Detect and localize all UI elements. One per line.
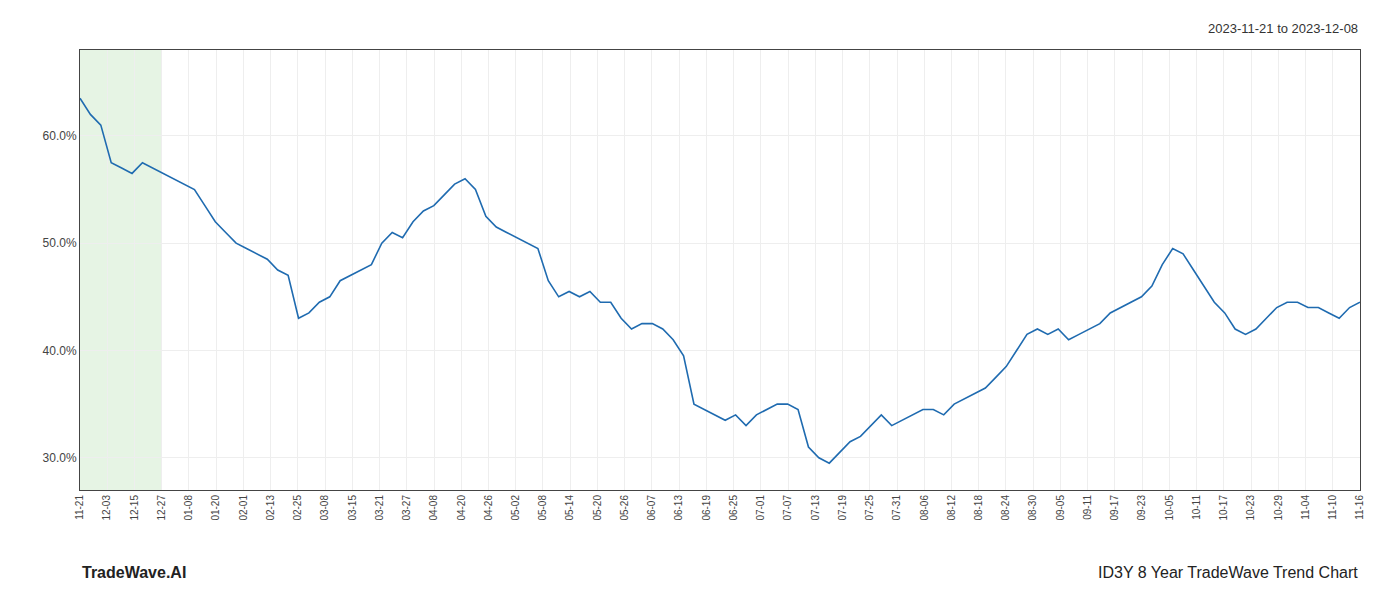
svg-text:04-08: 04-08 — [428, 495, 439, 521]
svg-text:12-15: 12-15 — [129, 495, 140, 521]
svg-text:12-27: 12-27 — [156, 495, 167, 521]
svg-text:06-07: 06-07 — [646, 495, 657, 521]
svg-text:2023-11-21 to 2023-12-08: 2023-11-21 to 2023-12-08 — [1208, 21, 1358, 36]
svg-text:10-11: 10-11 — [1191, 495, 1202, 520]
svg-text:02-13: 02-13 — [265, 495, 276, 521]
svg-text:05-20: 05-20 — [592, 495, 603, 521]
svg-text:08-06: 08-06 — [919, 495, 930, 521]
svg-text:03-15: 03-15 — [347, 495, 358, 521]
svg-text:02-25: 02-25 — [292, 495, 303, 521]
svg-text:09-11: 09-11 — [1082, 495, 1093, 520]
svg-text:09-05: 09-05 — [1055, 495, 1066, 521]
svg-text:07-07: 07-07 — [782, 495, 793, 521]
svg-text:50.0%: 50.0% — [43, 236, 77, 250]
svg-text:ID3Y 8 Year TradeWave Trend Ch: ID3Y 8 Year TradeWave Trend Chart — [1098, 564, 1358, 581]
svg-text:11-10: 11-10 — [1327, 495, 1338, 520]
svg-text:07-31: 07-31 — [891, 495, 902, 521]
svg-text:04-20: 04-20 — [456, 495, 467, 521]
svg-text:12-03: 12-03 — [101, 495, 112, 521]
svg-text:08-24: 08-24 — [1000, 495, 1011, 521]
svg-text:08-18: 08-18 — [973, 495, 984, 521]
svg-text:09-23: 09-23 — [1136, 495, 1147, 521]
svg-text:07-25: 07-25 — [864, 495, 875, 521]
svg-text:03-27: 03-27 — [401, 495, 412, 521]
svg-text:03-21: 03-21 — [374, 495, 385, 521]
svg-text:01-20: 01-20 — [210, 495, 221, 521]
svg-text:07-19: 07-19 — [837, 495, 848, 521]
svg-text:09-17: 09-17 — [1109, 495, 1120, 521]
svg-text:08-30: 08-30 — [1027, 495, 1038, 521]
svg-text:05-14: 05-14 — [564, 495, 575, 521]
svg-text:11-16: 11-16 — [1354, 495, 1365, 520]
svg-text:11-04: 11-04 — [1300, 495, 1311, 520]
svg-text:TradeWave.AI: TradeWave.AI — [82, 564, 186, 581]
svg-text:05-02: 05-02 — [510, 495, 521, 521]
svg-text:10-17: 10-17 — [1218, 495, 1229, 521]
svg-text:07-13: 07-13 — [810, 495, 821, 521]
svg-text:30.0%: 30.0% — [43, 451, 77, 465]
svg-text:03-08: 03-08 — [319, 495, 330, 521]
svg-text:06-25: 06-25 — [728, 495, 739, 521]
svg-text:04-26: 04-26 — [483, 495, 494, 521]
svg-text:08-12: 08-12 — [946, 495, 957, 521]
svg-text:10-29: 10-29 — [1273, 495, 1284, 521]
svg-text:07-01: 07-01 — [755, 495, 766, 521]
svg-text:01-08: 01-08 — [183, 495, 194, 521]
svg-text:05-08: 05-08 — [537, 495, 548, 521]
svg-text:40.0%: 40.0% — [43, 344, 77, 358]
svg-text:05-26: 05-26 — [619, 495, 630, 521]
svg-text:60.0%: 60.0% — [43, 129, 77, 143]
svg-text:02-01: 02-01 — [238, 495, 249, 521]
svg-text:10-23: 10-23 — [1245, 495, 1256, 521]
svg-text:11-21: 11-21 — [74, 495, 85, 520]
svg-text:06-19: 06-19 — [701, 495, 712, 521]
svg-text:06-13: 06-13 — [673, 495, 684, 521]
svg-text:10-05: 10-05 — [1164, 495, 1175, 521]
